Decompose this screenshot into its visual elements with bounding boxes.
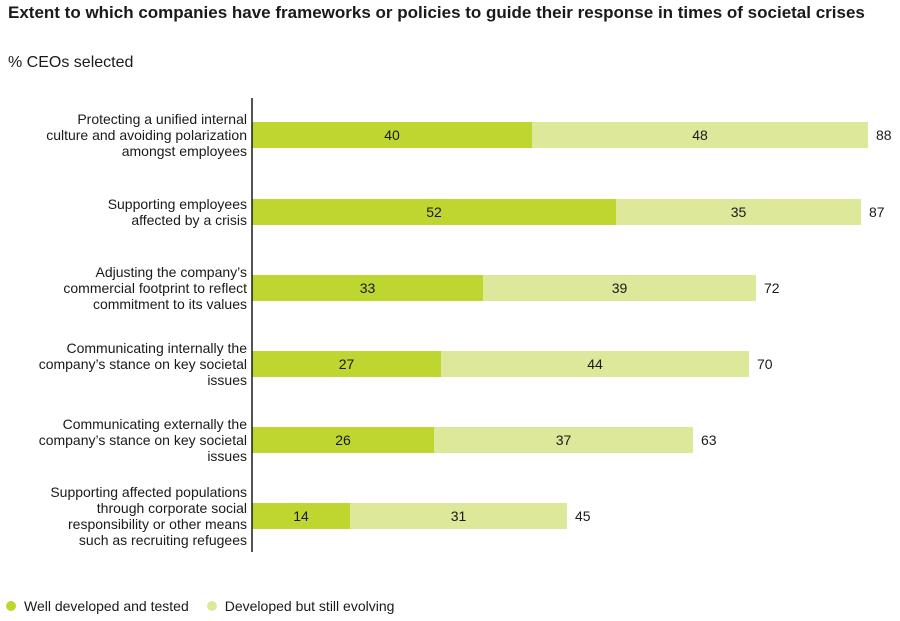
bar-total-label: 45 [575,508,591,524]
category-label-line: commercial footprint to reflect [63,280,247,296]
chart-subtitle: % CEOs selected [8,54,134,71]
bar-still-evolving [441,351,749,377]
bar-value-label: 35 [731,204,747,220]
bar-total-label: 88 [876,127,892,143]
bar-still-evolving [532,122,868,148]
category-label-line: Supporting employees [108,196,247,212]
legend-swatch-well [6,601,16,611]
legend-label-evolving: Developed but still evolving [224,598,395,614]
bar-well-developed [252,122,532,148]
bar-total-label: 63 [701,432,717,448]
category-label-line: through corporate social [97,500,247,516]
category-label: Supporting employees affected by a crisis [108,196,247,228]
category-label-line: Communicating internally the [66,340,247,356]
bar-value-label: 31 [451,508,467,524]
category-label-line: issues [207,448,247,464]
bar-value-label: 27 [339,356,355,372]
category-label-line: responsibility or other means [68,516,247,532]
category-label-line: issues [207,372,247,388]
bar-value-label: 14 [293,508,309,524]
bar-total-label: 70 [757,356,773,372]
bar-value-label: 44 [587,356,603,372]
legend: Well developed and tested Developed but … [6,598,412,614]
category-label: Communicating externally the company’s st… [39,416,248,464]
bar-value-label: 52 [426,204,442,220]
bar-value-label: 40 [384,127,400,143]
category-label: Supporting affected populations through c… [50,484,247,548]
category-label: Protecting a unified internal culture and… [46,111,247,159]
bar-value-label: 33 [360,280,376,296]
bar-value-label: 48 [692,127,708,143]
category-label: Communicating internally the company’s st… [39,340,248,388]
bar-well-developed [252,275,483,301]
category-label-line: Adjusting the company’s [96,264,248,280]
legend-label-well: Well developed and tested [24,598,189,614]
bar-total-label: 72 [764,280,780,296]
category-label-line: company’s stance on key societal [39,432,247,448]
category-label-line: commitment to its values [93,296,247,312]
bar-still-evolving [483,275,756,301]
bar-well-developed [252,427,434,453]
category-label-line: affected by a crisis [131,212,247,228]
bar-well-developed [252,351,441,377]
legend-item-well: Well developed and tested [6,598,189,614]
category-label-line: Protecting a unified internal [77,111,247,127]
bar-still-evolving [434,427,693,453]
legend-item-evolving: Developed but still evolving [206,598,395,614]
bar-value-label: 37 [556,432,572,448]
chart-title: Extent to which companies have framework… [8,3,865,22]
bar-still-evolving [616,199,861,225]
category-label-line: company’s stance on key societal [39,356,247,372]
bar-well-developed [252,503,350,529]
category-label-line: Communicating externally the [63,416,248,432]
category-label-line: culture and avoiding polarization [46,127,247,143]
bar-value-label: 39 [612,280,628,296]
category-label: Adjusting the company’s commercial footpr… [63,264,247,312]
bar-still-evolving [350,503,567,529]
category-label-line: amongst employees [122,143,247,159]
bar-total-label: 87 [869,204,885,220]
category-label-line: Supporting affected populations [50,484,247,500]
stacked-bar-chart: Protecting a unified internal culture and… [39,98,892,552]
bar-well-developed [252,199,616,225]
legend-swatch-evolving [206,601,217,611]
category-label-line: such as recruiting refugees [79,532,247,548]
bar-value-label: 26 [335,432,351,448]
